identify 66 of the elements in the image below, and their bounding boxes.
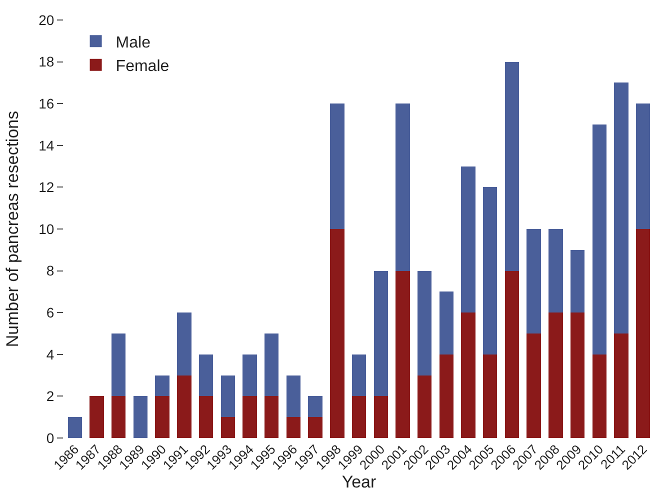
bar [483,354,498,438]
bar [548,312,563,438]
legend-label: Male [116,34,151,52]
bar [417,270,432,376]
bar [308,396,322,418]
x-axis-title: Year [342,472,377,492]
y-tick-label: 12 [38,179,54,196]
bar [112,396,126,438]
bar [396,270,410,438]
bar [592,354,606,438]
bar [614,82,628,334]
bar [286,375,301,418]
bar [68,417,82,438]
bar [155,375,170,396]
bar [177,375,192,438]
bar [198,354,214,396]
bar [155,396,170,438]
bar [177,312,192,376]
y-tick-label: 0 [46,430,54,446]
y-tick-label: 14 [38,137,54,154]
bar [483,187,498,354]
bar [352,396,366,438]
y-tick-label: 2 [46,388,54,404]
bar [526,334,541,438]
bar [374,270,388,396]
y-tick-label: 16 [38,96,54,112]
bar [264,396,279,438]
bar [264,334,279,396]
bar [636,229,650,438]
bar [330,229,344,438]
bar [308,417,322,438]
bar [570,250,585,313]
bar [198,396,214,438]
bar [330,104,344,229]
y-tick-label: 6 [46,304,54,320]
legend-label: Female [116,58,170,76]
y-tick-label: 8 [46,262,54,279]
bar [286,417,301,438]
bar [461,166,476,313]
bar [570,312,585,438]
bar [548,229,563,313]
bar [242,354,257,396]
bar [220,417,235,438]
y-tick-label: 10 [38,220,54,237]
bar [439,354,454,438]
bar [133,396,148,438]
bar [592,124,606,354]
y-tick-label: 4 [46,346,54,362]
bar [439,292,454,354]
y-axis-title: Number of pancreas resections [3,110,22,348]
bar [614,334,628,438]
bar [112,334,126,396]
y-tick-label: 20 [38,12,54,28]
bar [396,104,410,271]
bar [461,312,476,438]
bar [636,104,650,229]
bar [220,375,235,418]
bar [526,229,541,334]
bar [242,396,257,438]
y-tick-label: 18 [38,54,54,70]
bar [417,375,432,438]
bar [352,354,366,396]
bar [504,270,520,438]
bar [90,396,104,438]
bar [374,396,388,438]
bar [504,62,520,271]
